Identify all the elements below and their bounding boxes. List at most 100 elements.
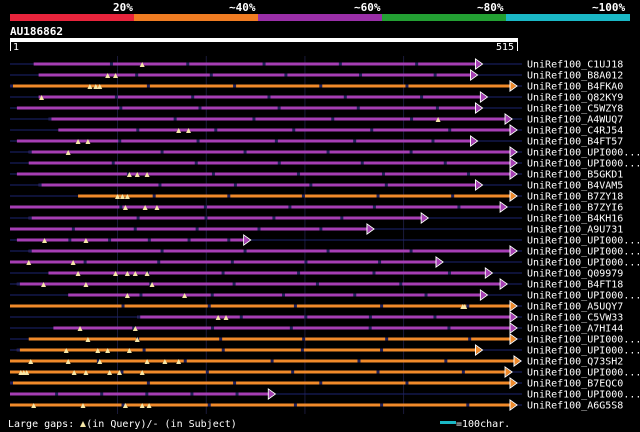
query-gap-marker bbox=[462, 304, 468, 309]
hit-mismatch bbox=[424, 293, 428, 297]
hit-end-arrow bbox=[366, 223, 375, 235]
hit-mismatch bbox=[343, 95, 347, 99]
hit-bar bbox=[10, 205, 502, 209]
hit-label: UniRef100_UPI000... bbox=[527, 159, 640, 170]
query-gap-marker bbox=[83, 238, 89, 243]
hit-mismatch bbox=[209, 73, 213, 77]
hit-mismatch bbox=[420, 95, 424, 99]
hit-bar bbox=[38, 95, 482, 99]
hit-mismatch bbox=[431, 139, 435, 143]
hit-mismatch bbox=[118, 139, 122, 143]
hit-bar bbox=[53, 326, 511, 330]
query-gap-marker bbox=[115, 194, 121, 199]
hit-end-arrow bbox=[474, 102, 484, 114]
hit-mismatch bbox=[461, 370, 465, 374]
query-gap-marker bbox=[113, 271, 119, 276]
identity-label-20: 20% bbox=[113, 1, 133, 14]
hit-mismatch bbox=[187, 238, 191, 242]
hit-label: UniRef100_UPI000... bbox=[527, 335, 640, 346]
hit-mismatch bbox=[385, 337, 389, 341]
hit-mismatch bbox=[380, 348, 384, 352]
hit-label: UniRef100_B7ZYI6 bbox=[527, 203, 623, 214]
query-gap-marker bbox=[77, 326, 83, 331]
hit-mismatch bbox=[119, 106, 123, 110]
query-gap-marker bbox=[71, 370, 77, 375]
query-gap-marker bbox=[70, 260, 76, 265]
gap-legend-query: (in Query)/ bbox=[86, 419, 153, 430]
hit-bar bbox=[33, 62, 477, 66]
query-gap-marker bbox=[75, 271, 81, 276]
query-gap-marker bbox=[80, 403, 86, 408]
hit-mismatch bbox=[233, 381, 237, 385]
hit-end-arrow-fill bbox=[436, 258, 443, 266]
query-gap-marker bbox=[119, 194, 125, 199]
hit-end-arrow-fill bbox=[510, 324, 517, 332]
query-gap-marker bbox=[223, 315, 229, 320]
hit-mismatch bbox=[194, 161, 198, 165]
identity-label-80: ~80% bbox=[477, 1, 504, 14]
hit-mismatch bbox=[204, 216, 208, 220]
hit-bar bbox=[78, 194, 512, 198]
query-gap-marker bbox=[139, 62, 145, 67]
hit-mismatch bbox=[372, 271, 376, 275]
hit-mismatch bbox=[191, 95, 195, 99]
hit-mismatch bbox=[409, 249, 413, 253]
hit-mismatch bbox=[48, 117, 52, 121]
hit-end-arrow-fill bbox=[244, 236, 250, 244]
hit-bar bbox=[28, 216, 423, 220]
hit-label: UniRef100_A9U731 bbox=[527, 225, 623, 236]
hit-mismatch bbox=[233, 84, 237, 88]
query-gap-marker bbox=[97, 359, 103, 364]
query-gap-marker bbox=[144, 271, 150, 276]
hit-end-arrow-fill bbox=[510, 335, 517, 343]
hit-mismatch bbox=[415, 62, 419, 66]
hit-mismatch bbox=[376, 370, 380, 374]
hit-mismatch bbox=[331, 117, 335, 121]
hit-end-arrow bbox=[484, 267, 494, 279]
hit-mismatch bbox=[300, 348, 304, 352]
hit-end-arrow-fill bbox=[471, 71, 477, 79]
query-gap-marker bbox=[65, 150, 71, 155]
hit-mismatch bbox=[230, 260, 234, 264]
hit-mismatch bbox=[359, 73, 363, 77]
hit-end-arrow bbox=[509, 377, 518, 389]
hit-mismatch bbox=[292, 128, 296, 132]
query-gap-marker bbox=[154, 205, 160, 210]
hit-mismatch bbox=[304, 315, 308, 319]
hit-end-arrow-fill bbox=[510, 192, 517, 200]
hit-mismatch bbox=[380, 403, 384, 407]
hit-end-arrow-fill bbox=[510, 126, 517, 134]
hit-mismatch bbox=[100, 392, 104, 396]
hit-end-arrow-fill bbox=[510, 82, 517, 90]
hit-mismatch bbox=[370, 128, 374, 132]
query-gap-marker bbox=[124, 194, 130, 199]
hit-mismatch bbox=[368, 326, 372, 330]
hit-mismatch bbox=[28, 249, 32, 253]
hit-end-arrow-fill bbox=[510, 302, 517, 310]
hit-mismatch bbox=[190, 392, 194, 396]
hit-end-arrow bbox=[479, 289, 489, 301]
query-gap-marker bbox=[24, 370, 30, 375]
query-gap-marker bbox=[132, 271, 138, 276]
hit-mismatch bbox=[410, 117, 414, 121]
hit-end-arrow bbox=[513, 355, 522, 367]
hit-end-arrow bbox=[470, 135, 479, 147]
hit-mismatch bbox=[108, 238, 112, 242]
query-gap-marker bbox=[132, 326, 138, 331]
hit-end-arrow bbox=[509, 311, 518, 323]
hit-mismatch bbox=[71, 227, 75, 231]
hit-end-arrow bbox=[504, 366, 513, 378]
query-gap-marker bbox=[162, 359, 168, 364]
hit-label: UniRef100_C1UJ18 bbox=[527, 60, 623, 71]
scale-legend: =100char. bbox=[440, 419, 510, 430]
hit-mismatch bbox=[405, 381, 409, 385]
hit-mismatch bbox=[135, 73, 139, 77]
hit-label: UniRef100_A7HI44 bbox=[527, 324, 623, 335]
hit-mismatch bbox=[466, 403, 470, 407]
hit-label: UniRef100_Q73SH2 bbox=[527, 357, 623, 368]
hit-end-arrow-fill bbox=[510, 313, 517, 321]
hit-mismatch bbox=[109, 62, 113, 66]
hit-mismatch bbox=[302, 337, 306, 341]
hit-mismatch bbox=[233, 183, 237, 187]
hit-label: UniRef100_B5GKD1 bbox=[527, 170, 623, 181]
